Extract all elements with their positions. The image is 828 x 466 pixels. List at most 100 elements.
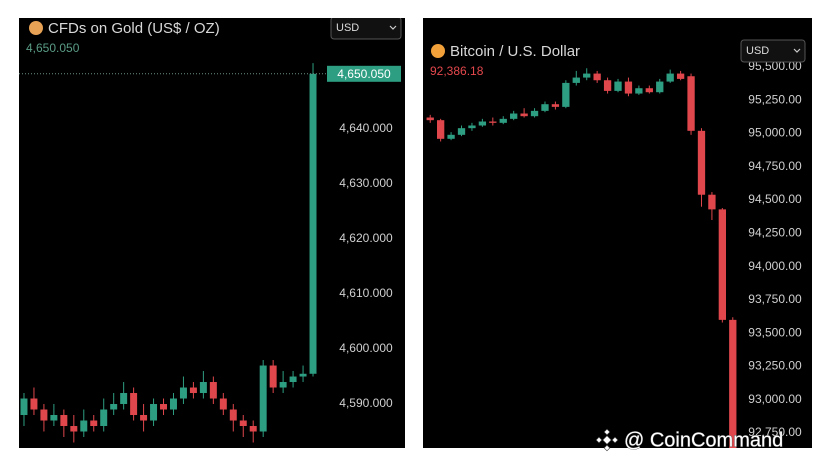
candle-body <box>189 387 197 394</box>
candle-body <box>436 120 445 139</box>
y-tick-label: 4,590.000 <box>339 396 393 410</box>
currency-select[interactable]: USD <box>330 17 402 40</box>
candle-body <box>666 73 674 82</box>
candle-body <box>510 113 518 119</box>
y-tick-label: 4,610.000 <box>339 286 393 300</box>
candle-body <box>551 104 560 107</box>
currency-box <box>330 18 402 40</box>
candle-body <box>697 130 706 195</box>
candle-body <box>645 88 653 93</box>
watermark-text: @ CoinCommand <box>624 429 783 451</box>
y-tick-label: 4,620.000 <box>339 231 393 245</box>
candle-body <box>249 426 257 432</box>
candle-body <box>229 409 237 421</box>
y-tick-label: 95,500.00 <box>748 59 802 73</box>
candle-body <box>718 209 727 320</box>
asset-icon <box>29 21 43 35</box>
chart-title: CFDs on Gold (US$ / OZ) <box>48 20 220 37</box>
y-tick-label: 4,630.000 <box>339 176 393 190</box>
candle-body <box>468 125 476 129</box>
asset-icon <box>431 44 445 58</box>
candle-body <box>708 194 716 210</box>
candle-body <box>635 88 643 94</box>
last-price-tag <box>327 65 401 82</box>
candle-body <box>279 382 287 388</box>
current-price: 4,650.050 <box>26 41 80 55</box>
candle-body <box>593 73 601 81</box>
candle-body <box>676 73 685 79</box>
y-tick-label: 93,000.00 <box>748 392 802 406</box>
candle-body <box>729 319 737 448</box>
watermark-icon <box>595 428 619 452</box>
currency-box <box>740 39 806 63</box>
chart-title: Bitcoin / U.S. Dollar <box>450 43 580 60</box>
candle-body <box>583 73 591 78</box>
candle-body <box>309 73 317 374</box>
candle-body <box>624 81 633 94</box>
candle-body <box>489 121 497 123</box>
candle-body <box>259 365 267 432</box>
candle-body <box>499 118 507 123</box>
gold-chart: 4,590.000 4,600.000 4,610.000 4,620.000 4,63… <box>19 17 402 443</box>
candle-body <box>219 398 227 410</box>
candle-body <box>209 382 217 399</box>
candle-body <box>70 426 78 432</box>
current-price: 92,386.18 <box>430 64 484 78</box>
candle-body <box>239 420 247 427</box>
last-price-label: 4,650.050 <box>337 67 391 81</box>
y-tick-label: 92,750.00 <box>748 425 802 439</box>
y-tick-label: 93,250.00 <box>748 359 802 373</box>
candle-body <box>447 134 455 139</box>
candle-body <box>179 387 187 399</box>
candle-body <box>50 415 58 421</box>
y-tick-label: 93,500.00 <box>748 325 802 339</box>
candle-body <box>478 121 487 126</box>
candle-body <box>530 110 539 117</box>
y-tick-label: 95,250.00 <box>748 92 802 106</box>
y-tick-label: 4,640.000 <box>339 121 393 135</box>
candle-body <box>160 404 168 410</box>
currency-label: USD <box>336 22 359 34</box>
candle-body <box>90 420 98 427</box>
candle-body <box>140 415 148 421</box>
candle-body <box>687 76 695 131</box>
candle-body <box>289 376 297 383</box>
candle-body <box>120 393 128 405</box>
candle-body <box>110 404 118 410</box>
candle-body <box>572 77 580 83</box>
candle-body <box>656 81 664 93</box>
candle-body <box>199 382 207 394</box>
y-tick-label: 94,000.00 <box>748 259 802 273</box>
y-tick-label: 95,000.00 <box>748 126 802 140</box>
y-tick-label: 4,600.000 <box>339 341 393 355</box>
candle-body <box>603 80 612 91</box>
chevron <box>793 48 801 53</box>
candle-body <box>130 393 138 416</box>
chevron <box>389 25 397 30</box>
candle-body <box>100 409 108 427</box>
candle-body <box>80 420 88 432</box>
watermark: @ CoinCommand <box>595 428 784 452</box>
gold-panel <box>19 18 405 448</box>
candle-body <box>614 81 622 91</box>
candle-body <box>299 373 307 377</box>
candle-body <box>169 398 177 410</box>
candle-body <box>520 113 528 117</box>
candle-body <box>20 398 28 416</box>
candle-body <box>30 398 38 410</box>
currency-label: USD <box>746 45 769 57</box>
y-tick-label: 94,750.00 <box>748 159 802 173</box>
candle-body <box>60 415 68 427</box>
currency-select[interactable]: USD <box>740 39 806 63</box>
candle-body <box>541 104 549 111</box>
candle-body <box>426 117 434 121</box>
candle-body <box>150 404 158 421</box>
y-tick-label: 94,250.00 <box>748 226 802 240</box>
bitcoin-chart: 92,750.00 93,000.00 93,250.00 93,500.00 93,7… <box>426 39 806 448</box>
candle-body <box>562 82 570 107</box>
y-tick-label: 93,750.00 <box>748 292 802 306</box>
y-tick-label: 94,500.00 <box>748 192 802 206</box>
candle-body <box>40 409 48 421</box>
candle-body <box>457 128 466 135</box>
